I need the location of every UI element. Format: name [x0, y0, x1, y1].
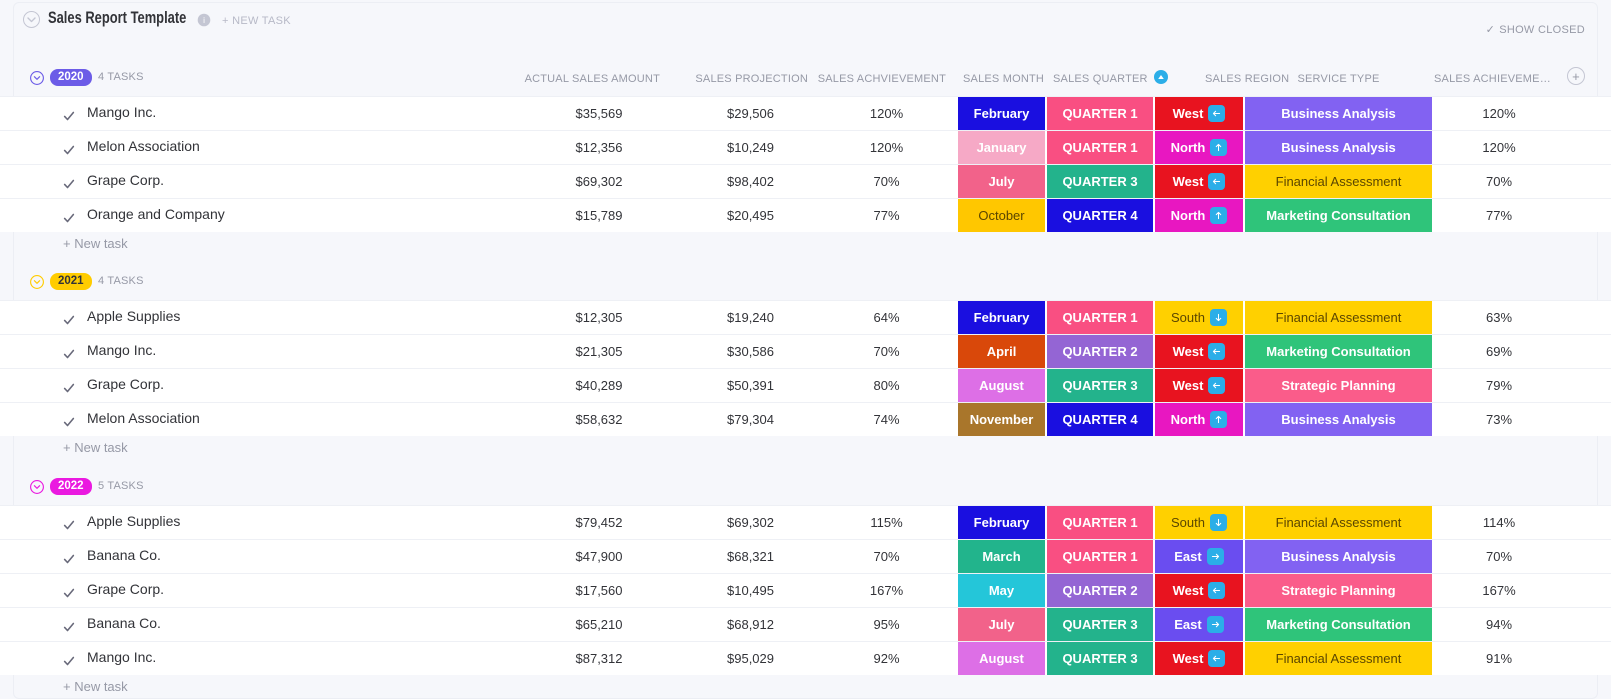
svg-text:i: i: [203, 15, 205, 25]
